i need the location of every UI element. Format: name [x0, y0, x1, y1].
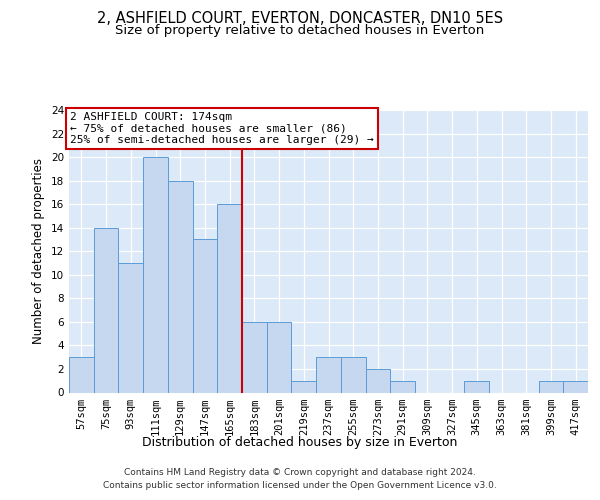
Bar [267, 322, 292, 392]
Bar [217, 204, 242, 392]
Bar [464, 380, 489, 392]
Text: Contains public sector information licensed under the Open Government Licence v3: Contains public sector information licen… [103, 482, 497, 490]
Y-axis label: Number of detached properties: Number of detached properties [32, 158, 46, 344]
Bar [168, 180, 193, 392]
Bar [118, 263, 143, 392]
Text: Contains HM Land Registry data © Crown copyright and database right 2024.: Contains HM Land Registry data © Crown c… [124, 468, 476, 477]
Text: Size of property relative to detached houses in Everton: Size of property relative to detached ho… [115, 24, 485, 37]
Bar [94, 228, 118, 392]
Bar [143, 157, 168, 392]
Bar [316, 357, 341, 392]
Text: Distribution of detached houses by size in Everton: Distribution of detached houses by size … [142, 436, 458, 449]
Text: 2, ASHFIELD COURT, EVERTON, DONCASTER, DN10 5ES: 2, ASHFIELD COURT, EVERTON, DONCASTER, D… [97, 11, 503, 26]
Bar [341, 357, 365, 392]
Text: 2 ASHFIELD COURT: 174sqm
← 75% of detached houses are smaller (86)
25% of semi-d: 2 ASHFIELD COURT: 174sqm ← 75% of detach… [70, 112, 374, 145]
Bar [563, 380, 588, 392]
Bar [539, 380, 563, 392]
Bar [193, 240, 217, 392]
Bar [365, 369, 390, 392]
Bar [292, 380, 316, 392]
Bar [390, 380, 415, 392]
Bar [69, 357, 94, 392]
Bar [242, 322, 267, 392]
